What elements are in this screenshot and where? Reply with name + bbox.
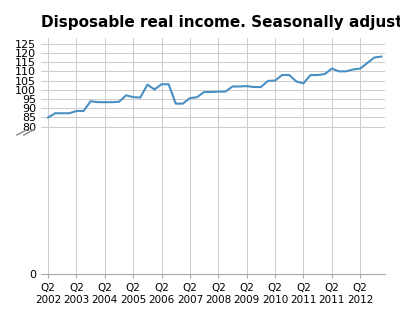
Text: Disposable real income. Seasonally adjusted. 2005=100: Disposable real income. Seasonally adjus… (41, 15, 400, 30)
